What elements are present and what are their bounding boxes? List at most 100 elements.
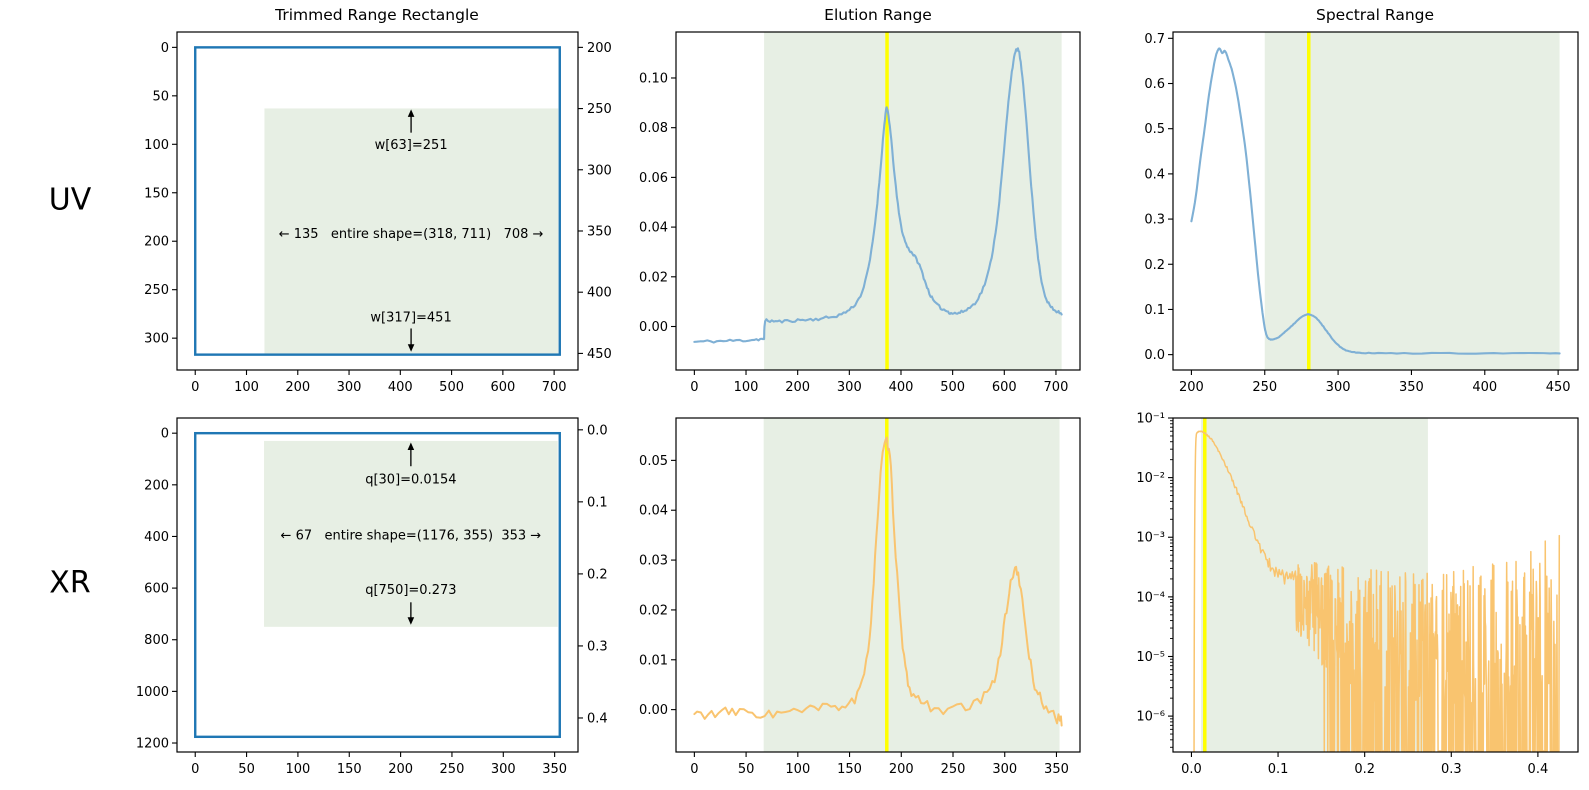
subplot-title-trimmed-range-rectangle: Trimmed Range Rectangle	[275, 6, 479, 24]
uv-trim-annotations: w[63]=251 ← 135 entire shape=(318, 711) 7…	[279, 109, 544, 352]
svg-text:50: 50	[152, 89, 169, 104]
xr-trim-bounds-rect	[194, 431, 561, 739]
xr-elution-plot: 0 50 100 150 200 250 300 350 0.00 0.01 0.02 0.03 0.0…	[639, 417, 1081, 777]
svg-text:500: 500	[439, 380, 464, 395]
svg-text:0.00: 0.00	[639, 703, 668, 718]
xr-trim-annotation-arrowhead	[407, 442, 415, 451]
svg-text:0.1: 0.1	[1268, 762, 1289, 777]
svg-text:250: 250	[440, 762, 465, 777]
svg-text:0: 0	[191, 380, 199, 395]
svg-text:600: 600	[490, 380, 515, 395]
svg-text:0.2: 0.2	[1144, 258, 1165, 273]
svg-text:0.2: 0.2	[587, 567, 608, 582]
xr-elution-axes-frame	[675, 417, 1081, 753]
uv-elution-range-shade	[764, 32, 1062, 370]
svg-text:200: 200	[388, 762, 413, 777]
svg-text:0.1: 0.1	[587, 495, 608, 510]
svg-text:0.3: 0.3	[1441, 762, 1462, 777]
svg-text:150: 150	[837, 762, 862, 777]
svg-text:300: 300	[837, 380, 862, 395]
uv-elution-ticks: 0 100 200 300 400 500 600 700 0.00 0.02 0.04 0.06 0.…	[639, 71, 1068, 395]
svg-text:250: 250	[144, 283, 169, 298]
svg-text:100: 100	[734, 380, 759, 395]
svg-text:100: 100	[144, 138, 169, 153]
svg-text:300: 300	[1326, 380, 1351, 395]
xr-elution-curve	[693, 436, 1063, 727]
uv-elution-axes-frame	[675, 31, 1081, 371]
row-label-uv: UV	[48, 182, 92, 218]
svg-text:0: 0	[161, 41, 169, 56]
svg-text:0.06: 0.06	[639, 171, 668, 186]
svg-text:0.1: 0.1	[1144, 303, 1165, 318]
xr-trim-annotation-text: ← 67 entire shape=(1176, 355) 353 →	[281, 529, 542, 544]
svg-text:200: 200	[889, 762, 914, 777]
uv-trim-range-shade	[264, 108, 559, 355]
uv-trim-bounds-rect	[194, 46, 561, 356]
svg-text:700: 700	[1044, 380, 1069, 395]
svg-text:0.03: 0.03	[639, 554, 668, 569]
xr-spectral-ticks: 0.0 0.1 0.2 0.3 0.4 10⁻¹ 10⁻² 10⁻³ 10⁻⁴ 10⁻⁵ 10⁻⁶	[1136, 412, 1548, 778]
uv-trim-ticks: 0 100 200 300 400 500 600 700 0 50 100 150 200 250 300…	[144, 41, 612, 395]
svg-text:10⁻⁶: 10⁻⁶	[1136, 710, 1165, 725]
xr-spectral-plot: 0.0 0.1 0.2 0.3 0.4 10⁻¹ 10⁻² 10⁻³ 10⁻⁴ 10⁻⁵ 10⁻⁶	[1136, 412, 1579, 778]
xr-trim-annotation-arrowhead	[407, 617, 415, 625]
svg-text:0.0: 0.0	[1144, 348, 1165, 363]
uv-spectral-curve	[1190, 47, 1561, 355]
svg-text:0.3: 0.3	[1144, 213, 1165, 228]
svg-text:10⁻⁴: 10⁻⁴	[1136, 590, 1165, 605]
svg-text:1200: 1200	[136, 737, 169, 752]
svg-text:400: 400	[889, 380, 914, 395]
uv-spectral-ticks: 200 250 300 350 400 450 0.0 0.1 0.2 0.3 0.4 0.5 0.6 0…	[1144, 32, 1570, 395]
svg-text:0: 0	[690, 762, 698, 777]
svg-text:600: 600	[144, 582, 169, 597]
svg-text:0.0: 0.0	[1181, 762, 1202, 777]
xr-trim-range-shade	[264, 440, 558, 627]
uv-spectral-range-shade	[1264, 32, 1560, 370]
xr-trim-annotations: q[30]=0.0154 ← 67 entire shape=(1176, 355…	[281, 442, 542, 625]
svg-text:150: 150	[337, 762, 362, 777]
svg-text:300: 300	[491, 762, 516, 777]
svg-text:10⁻¹: 10⁻¹	[1136, 412, 1165, 427]
xr-trim-plot: 0 50 100 150 200 250 300 350 0 200 400 600 800 1000 12…	[136, 417, 608, 777]
svg-text:10⁻³: 10⁻³	[1136, 531, 1165, 546]
svg-text:250: 250	[1252, 380, 1277, 395]
xr-trim-axes-frame	[176, 417, 579, 753]
xr-elution-range-shade	[763, 418, 1060, 752]
svg-text:600: 600	[992, 380, 1017, 395]
svg-text:0.01: 0.01	[639, 653, 668, 668]
svg-text:300: 300	[337, 380, 362, 395]
svg-text:700: 700	[542, 380, 567, 395]
svg-text:350: 350	[1399, 380, 1424, 395]
svg-text:200: 200	[1179, 380, 1204, 395]
svg-text:350: 350	[1044, 762, 1069, 777]
svg-text:200: 200	[785, 380, 810, 395]
svg-text:100: 100	[785, 762, 810, 777]
svg-text:0.4: 0.4	[1144, 167, 1165, 182]
xr-spectral-curve	[1193, 430, 1561, 752]
subplot-title-elution-range: Elution Range	[824, 6, 932, 24]
svg-text:10⁻²: 10⁻²	[1136, 471, 1165, 486]
svg-text:200: 200	[144, 235, 169, 250]
svg-text:250: 250	[941, 762, 966, 777]
subplot-title-spectral-range: Spectral Range	[1315, 6, 1435, 24]
svg-text:0.05: 0.05	[639, 454, 668, 469]
svg-text:0.04: 0.04	[639, 221, 668, 236]
svg-text:350: 350	[542, 762, 567, 777]
svg-text:0.4: 0.4	[1528, 762, 1549, 777]
svg-text:1000: 1000	[136, 685, 169, 700]
svg-text:400: 400	[144, 530, 169, 545]
svg-text:200: 200	[144, 478, 169, 493]
uv-elution-plot: 0 100 200 300 400 500 600 700 0.00 0.02 0.04 0.06 0.…	[639, 31, 1081, 395]
svg-text:10⁻⁵: 10⁻⁵	[1136, 650, 1165, 665]
svg-text:50: 50	[738, 762, 755, 777]
svg-text:0: 0	[690, 380, 698, 395]
svg-text:0.10: 0.10	[639, 71, 668, 86]
svg-text:0.0: 0.0	[587, 423, 608, 438]
row-label-xr: XR	[49, 565, 91, 601]
uv-trim-annotation-text: w[63]=251	[375, 138, 448, 153]
svg-text:800: 800	[144, 633, 169, 648]
svg-text:350: 350	[587, 224, 612, 239]
uv-trim-annotation-arrowhead	[407, 344, 415, 352]
uv-spectral-plot: 200 250 300 350 400 450 0.0 0.1 0.2 0.3 0.4 0.5 0.6 0…	[1144, 31, 1579, 395]
